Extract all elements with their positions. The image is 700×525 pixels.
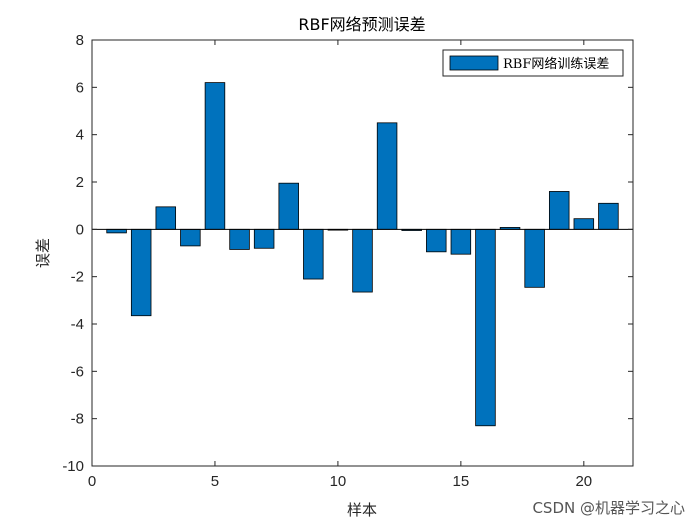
bar-sample-5 xyxy=(204,82,226,230)
bar-sample-1 xyxy=(106,228,127,234)
x-tick-label: 15 xyxy=(453,473,470,490)
x-axis-label: 样本 xyxy=(347,501,377,519)
y-tick-label: -6 xyxy=(71,363,84,380)
bar-sample-19 xyxy=(548,191,570,230)
plot-frame xyxy=(91,39,634,467)
legend: RBF网络训练误差 xyxy=(442,49,624,77)
y-tick-label: 2 xyxy=(76,174,84,191)
x-tick-label: 10 xyxy=(330,473,347,490)
y-tick-label: 6 xyxy=(76,79,84,96)
bar-sample-3 xyxy=(155,206,177,230)
bar-sample-7 xyxy=(253,228,275,249)
y-tick-label: -10 xyxy=(62,458,84,475)
bar-sample-18 xyxy=(524,228,545,288)
y-tick-label: -4 xyxy=(71,316,84,333)
bar-sample-15 xyxy=(450,228,472,255)
bar-sample-16 xyxy=(475,228,496,427)
legend-box xyxy=(442,49,624,77)
bar-sample-21 xyxy=(598,202,619,230)
x-tick-label: 0 xyxy=(88,473,96,490)
y-tick-label: 0 xyxy=(76,221,84,238)
bar-sample-20 xyxy=(573,218,595,230)
bar-sample-14 xyxy=(426,228,447,253)
legend-label: RBF网络训练误差 xyxy=(503,56,609,72)
legend-swatch xyxy=(449,55,499,71)
bar-sample-8 xyxy=(278,182,299,230)
x-axis-ticks: 0 5 10 15 20 xyxy=(88,40,592,490)
y-tick-label: 8 xyxy=(76,32,84,49)
bar-sample-4 xyxy=(180,228,201,247)
watermark: CSDN @机器学习之心 xyxy=(532,499,685,517)
x-tick-label: 5 xyxy=(211,473,219,490)
bar-sample-2 xyxy=(130,228,152,317)
bar-sample-12 xyxy=(376,122,398,230)
chart-title: RBF网络预测误差 xyxy=(298,15,425,34)
x-tick-label: 20 xyxy=(575,473,592,490)
y-axis-label: 误差 xyxy=(34,238,52,268)
y-tick-label: 4 xyxy=(76,127,84,144)
y-axis-ticks: -10 -8 -6 -4 -2 0 2 4 6 8 xyxy=(62,32,633,475)
bar-sample-11 xyxy=(352,228,373,293)
bar-sample-9 xyxy=(303,228,324,280)
y-tick-label: -2 xyxy=(71,269,84,286)
y-tick-label: -8 xyxy=(71,411,84,428)
bar-sample-6 xyxy=(229,228,250,250)
bars-group xyxy=(106,82,619,427)
